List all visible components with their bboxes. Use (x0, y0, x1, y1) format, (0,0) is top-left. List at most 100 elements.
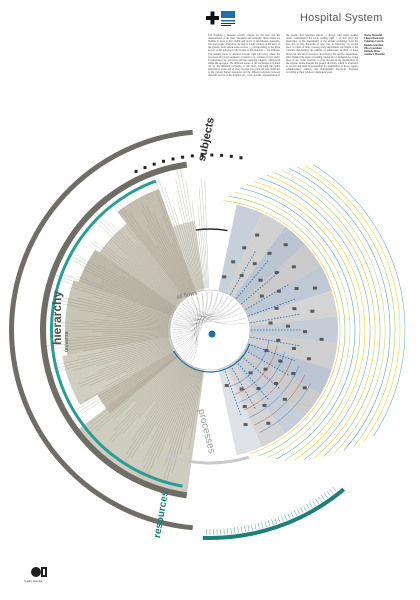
intro-text: The hospital: a measure reliably created… (208, 34, 358, 78)
process-node (255, 233, 260, 237)
process-node (266, 421, 271, 425)
resources-tick (303, 505, 307, 512)
connector-arc (228, 196, 346, 457)
hierarchy-bar (82, 356, 178, 435)
hierarchy-bar (180, 168, 203, 289)
process-node (231, 260, 236, 264)
hierarchy-bar (135, 242, 183, 299)
resources-tick (315, 498, 319, 504)
hierarchy-bar (155, 180, 196, 291)
process-node (242, 404, 247, 408)
hierarchy-bar (72, 320, 169, 328)
hierarchy-bar (60, 322, 169, 329)
hierarchy-bar (102, 331, 169, 334)
flow-line (217, 330, 301, 347)
flow-line (213, 250, 257, 324)
hierarchy-bar (145, 363, 186, 418)
subject-legend-icon (134, 169, 138, 173)
hierarchy-bar (176, 167, 202, 289)
subject-legend-icon (239, 156, 243, 160)
hierarchy-bar (55, 333, 169, 343)
subject-legend-icon (181, 155, 185, 159)
hierarchy-bar (60, 325, 169, 330)
connector-arc (273, 172, 381, 457)
hierarchy-bar (138, 362, 184, 419)
process-node (242, 246, 247, 250)
hierarchy-bar (147, 368, 194, 476)
hierarchy-bar (97, 263, 174, 309)
hierarchy-bar (79, 256, 174, 310)
hierarchy-bar (166, 370, 199, 482)
process-node (306, 357, 311, 361)
process-node (259, 294, 264, 298)
connector-arc (288, 167, 391, 451)
hierarchy-bar (92, 330, 169, 332)
hierarchy-bar (80, 309, 169, 324)
process-node (274, 306, 279, 310)
resources-tick (326, 490, 331, 496)
hierarchy-bar (131, 365, 189, 458)
hierarchy-bar (111, 263, 176, 307)
hierarchy-bar (113, 360, 182, 432)
hierarchy-bar (163, 229, 193, 292)
subject-legend-icon (162, 159, 166, 163)
hierarchy-bar (108, 360, 182, 441)
hierarchy-bar (63, 303, 169, 323)
center-curve (175, 292, 219, 346)
resources-tick (227, 528, 229, 535)
process-node (224, 384, 229, 388)
hierarchy-bar (105, 315, 169, 325)
resources-tick (237, 527, 239, 534)
hierarchy-bar (77, 276, 172, 315)
hierarchy-bar (201, 178, 208, 289)
hierarchy-bar (119, 343, 171, 362)
logo-bottom-icon (31, 567, 47, 577)
hierarchy-bar (185, 180, 204, 289)
process-node (282, 397, 287, 401)
hierarchy-bar (127, 257, 179, 303)
hierarchy-bar (191, 201, 205, 289)
resources-tick (244, 525, 246, 532)
resources-tick (309, 502, 313, 508)
hierarchy-bar (117, 319, 169, 326)
resources-tick (257, 523, 260, 529)
outer-rings (9, 129, 345, 540)
connector-arc (304, 165, 401, 442)
process-node (291, 372, 296, 376)
hierarchy-bar (188, 370, 202, 428)
flow-line (212, 337, 242, 417)
subject-legend-icon (200, 153, 204, 157)
hierarchy-bar (56, 299, 169, 323)
subject-legend-icon (152, 162, 156, 166)
process-wedge (239, 244, 321, 310)
hierarchy-bar (181, 225, 200, 290)
hierarchy-bar (198, 187, 207, 289)
hierarchy-bar (99, 300, 170, 320)
resources-tick (281, 515, 284, 522)
hierarchy-bar (79, 346, 172, 388)
resources-tick (318, 496, 322, 503)
hierarchy-bar (78, 345, 172, 385)
hierarchy-bar (72, 341, 170, 371)
hierarchy-bar (109, 238, 180, 302)
hierarchy-bar (77, 297, 170, 321)
hierarchy-bar (143, 367, 192, 462)
center-circle (169, 289, 251, 371)
process-node (267, 251, 272, 255)
hierarchy-bar (164, 369, 197, 465)
subject-legend-icon (210, 153, 214, 157)
hierarchy-bar (56, 278, 171, 317)
process-node (319, 337, 324, 341)
hierarchy-bar (141, 202, 191, 294)
process-node (268, 321, 273, 325)
resources-tick (321, 494, 325, 501)
process-node (274, 381, 279, 385)
process-wedge (218, 204, 263, 294)
hierarchy-bar (61, 335, 169, 352)
process-arc (230, 340, 270, 387)
user-icon (208, 330, 216, 338)
section-label-hierarchy: hierarchy (50, 290, 64, 345)
author-name: Chiara Bonaventi (364, 37, 384, 41)
hierarchy-bar (101, 283, 172, 314)
hierarchy-bar (142, 366, 189, 446)
